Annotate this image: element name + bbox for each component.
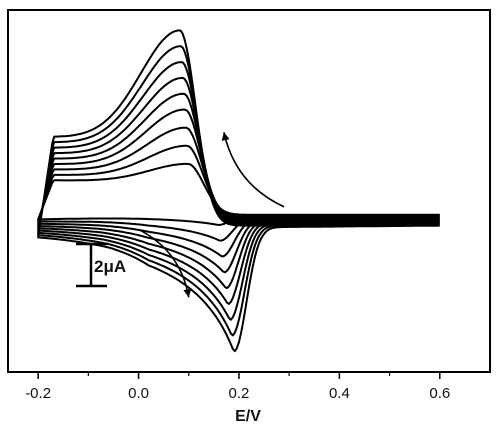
x-tick-label: 0.6 [429, 385, 450, 402]
cv-curve-8 [37, 45, 440, 337]
plot-frame [7, 9, 491, 373]
x-tick-label: 0.4 [329, 385, 350, 402]
cv-curves [37, 29, 440, 353]
x-axis-ticks: -0.2 0.0 0.2 0.4 0.6 [25, 372, 450, 402]
arrow-return-sweep [223, 132, 285, 208]
x-tick-label: 0.0 [128, 385, 149, 402]
x-axis-label: E/V [235, 408, 261, 425]
arrow-forward-sweep-head [183, 288, 192, 298]
cv-curve-9 [37, 29, 440, 353]
x-tick-label: 0.2 [229, 385, 250, 402]
scan-direction-arrows [138, 132, 285, 298]
arrow-return-sweep-head [221, 132, 230, 141]
scale-bar: 2μA [76, 242, 126, 288]
x-tick-label: -0.2 [25, 385, 51, 402]
arrow-forward-sweep [138, 228, 190, 298]
scale-bar-label: 2μA [94, 257, 126, 276]
